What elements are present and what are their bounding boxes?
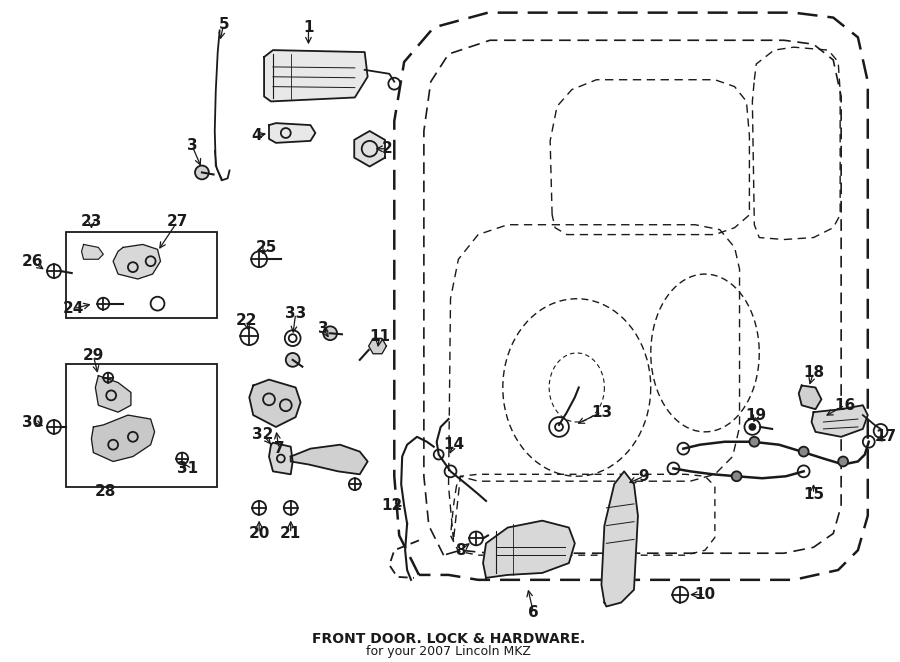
- Circle shape: [838, 457, 848, 467]
- Text: 17: 17: [875, 430, 896, 444]
- Polygon shape: [249, 379, 301, 427]
- Text: 15: 15: [803, 487, 824, 502]
- Text: 9: 9: [638, 469, 649, 484]
- Polygon shape: [798, 385, 822, 409]
- Text: 30: 30: [22, 414, 43, 430]
- Polygon shape: [269, 123, 315, 143]
- Text: 12: 12: [382, 498, 403, 513]
- Bar: [66, 232, 217, 318]
- Text: 23: 23: [81, 214, 102, 229]
- Text: 10: 10: [695, 587, 716, 602]
- Text: 14: 14: [443, 437, 464, 452]
- Text: 24: 24: [63, 301, 85, 316]
- Text: 3: 3: [318, 321, 328, 336]
- Text: 28: 28: [94, 483, 116, 498]
- Text: 33: 33: [285, 306, 306, 321]
- Text: 25: 25: [256, 240, 276, 255]
- Polygon shape: [264, 50, 368, 101]
- Bar: [66, 364, 217, 487]
- Polygon shape: [601, 471, 638, 606]
- Polygon shape: [82, 244, 104, 260]
- Text: 3: 3: [187, 138, 197, 154]
- Circle shape: [732, 471, 742, 481]
- Text: 32: 32: [252, 428, 274, 442]
- Polygon shape: [291, 445, 368, 474]
- Circle shape: [323, 326, 338, 340]
- Circle shape: [195, 166, 209, 179]
- Text: 26: 26: [22, 254, 43, 269]
- Text: 16: 16: [834, 398, 856, 412]
- Text: 7: 7: [274, 441, 284, 456]
- Text: 13: 13: [591, 404, 612, 420]
- Text: 8: 8: [455, 543, 465, 558]
- Text: 20: 20: [248, 526, 270, 541]
- Text: 27: 27: [166, 214, 188, 229]
- Polygon shape: [483, 520, 575, 578]
- Text: 1: 1: [303, 20, 314, 35]
- Text: 11: 11: [369, 329, 390, 344]
- Text: 21: 21: [280, 526, 302, 541]
- Polygon shape: [812, 405, 868, 437]
- Polygon shape: [369, 338, 386, 354]
- Text: 29: 29: [83, 348, 104, 363]
- Circle shape: [750, 437, 760, 447]
- Text: 2: 2: [382, 141, 392, 156]
- Text: 22: 22: [236, 313, 257, 328]
- Polygon shape: [269, 443, 292, 474]
- Text: 4: 4: [251, 128, 262, 144]
- Text: 31: 31: [176, 461, 198, 476]
- Text: for your 2007 Lincoln MKZ: for your 2007 Lincoln MKZ: [366, 645, 531, 658]
- Circle shape: [798, 447, 808, 457]
- Text: 19: 19: [746, 408, 767, 422]
- Polygon shape: [95, 375, 130, 412]
- Polygon shape: [92, 415, 155, 461]
- Circle shape: [286, 353, 300, 367]
- Text: FRONT DOOR. LOCK & HARDWARE.: FRONT DOOR. LOCK & HARDWARE.: [312, 632, 585, 646]
- Text: 6: 6: [528, 605, 539, 620]
- Text: 18: 18: [803, 365, 824, 380]
- Polygon shape: [355, 131, 385, 167]
- Polygon shape: [113, 244, 160, 279]
- Text: 5: 5: [219, 17, 229, 32]
- Circle shape: [750, 424, 755, 430]
